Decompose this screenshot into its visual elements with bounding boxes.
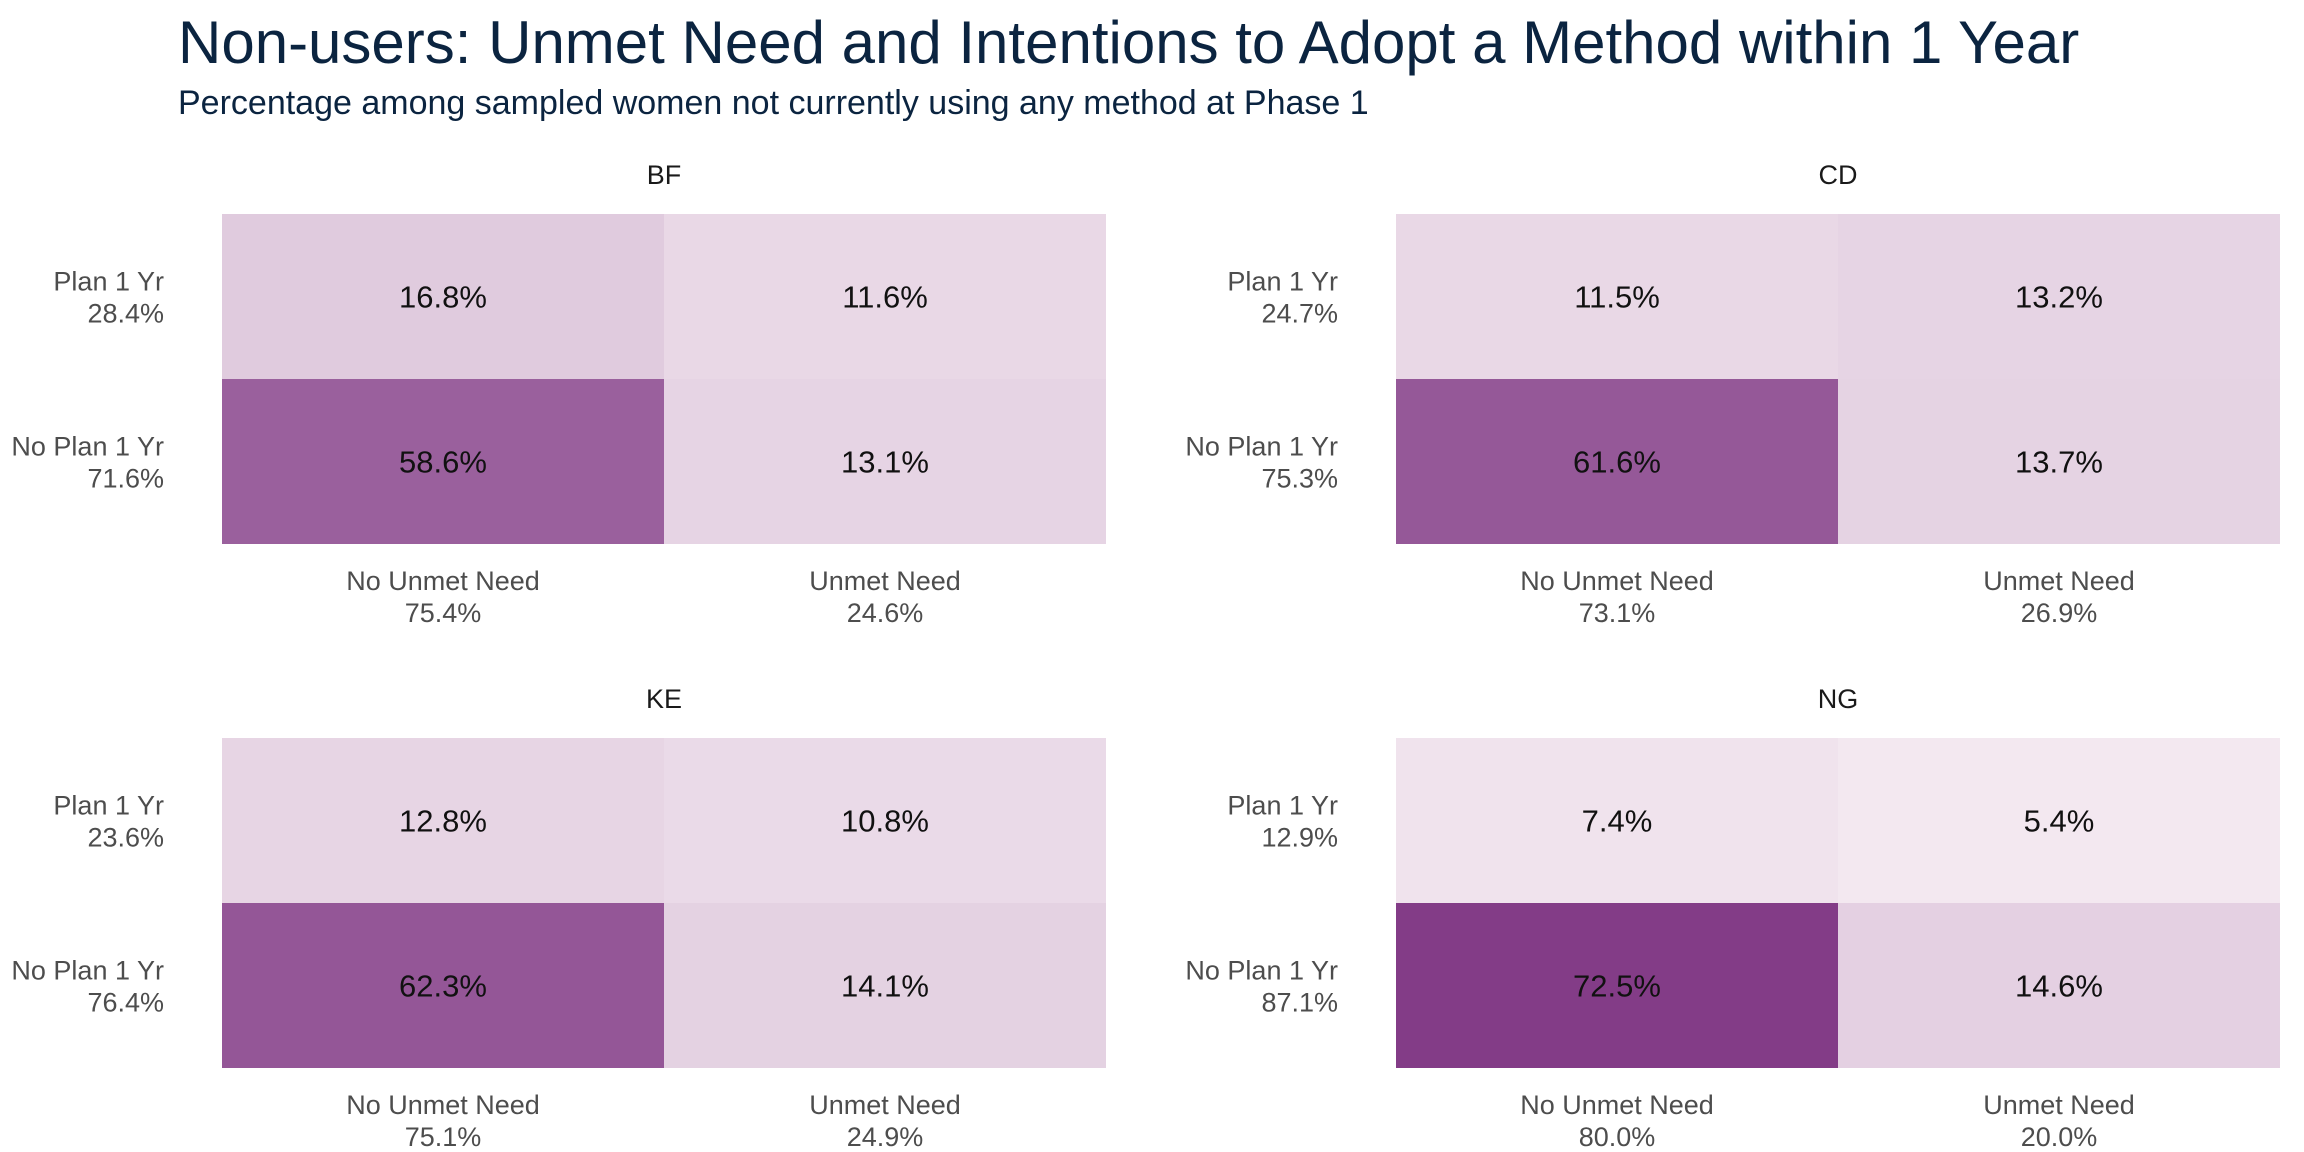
row-total-label: 12.9% bbox=[1261, 823, 1338, 853]
column-total-label: 24.9% bbox=[847, 1122, 924, 1152]
heatmap-cell bbox=[222, 379, 664, 544]
column-label: Unmet Need bbox=[1983, 566, 2135, 596]
cell-value-label: 61.6% bbox=[1573, 445, 1661, 480]
heatmap-cell bbox=[222, 738, 664, 903]
cell-value-label: 14.1% bbox=[841, 969, 929, 1004]
column-total-label: 20.0% bbox=[2021, 1122, 2098, 1152]
panel-title-ng: NG bbox=[1818, 684, 1859, 714]
chart-title: Non-users: Unmet Need and Intentions to … bbox=[178, 9, 2080, 76]
cell-value-label: 12.8% bbox=[399, 804, 487, 839]
cell-value-label: 72.5% bbox=[1573, 969, 1661, 1004]
column-label: Unmet Need bbox=[1983, 1090, 2135, 1120]
column-total-label: 26.9% bbox=[2021, 598, 2098, 628]
heatmap-cell bbox=[664, 738, 1106, 903]
heatmap-cell bbox=[1838, 903, 2280, 1068]
cell-value-label: 13.1% bbox=[841, 445, 929, 480]
heatmap-cell bbox=[222, 214, 664, 379]
row-total-label: 75.3% bbox=[1261, 464, 1338, 494]
heatmap-cell bbox=[1396, 738, 1838, 903]
column-label: No Unmet Need bbox=[1520, 1090, 1714, 1120]
heatmap-cell bbox=[1396, 903, 1838, 1068]
heatmap-cell bbox=[1838, 738, 2280, 903]
heatmap-cell bbox=[1838, 379, 2280, 544]
column-total-label: 75.1% bbox=[405, 1122, 482, 1152]
heatmap-cell bbox=[1396, 379, 1838, 544]
column-label: No Unmet Need bbox=[346, 1090, 540, 1120]
row-label: No Plan 1 Yr bbox=[11, 432, 164, 462]
heatmap-cell bbox=[1838, 214, 2280, 379]
column-total-label: 24.6% bbox=[847, 598, 924, 628]
heatmap-cell bbox=[664, 214, 1106, 379]
cell-value-label: 13.2% bbox=[2015, 280, 2103, 315]
cell-value-label: 16.8% bbox=[399, 280, 487, 315]
row-total-label: 28.4% bbox=[87, 299, 164, 329]
panel-title-ke: KE bbox=[646, 684, 682, 714]
heatmap-cell bbox=[1396, 214, 1838, 379]
row-total-label: 76.4% bbox=[87, 988, 164, 1018]
row-label: No Plan 1 Yr bbox=[1185, 956, 1338, 986]
row-label: No Plan 1 Yr bbox=[1185, 432, 1338, 462]
row-label: Plan 1 Yr bbox=[53, 267, 164, 297]
cell-value-label: 11.5% bbox=[1574, 280, 1660, 315]
row-label: Plan 1 Yr bbox=[53, 791, 164, 821]
cell-value-label: 11.6% bbox=[842, 280, 928, 315]
cell-value-label: 13.7% bbox=[2015, 445, 2103, 480]
heatmap-cell bbox=[664, 379, 1106, 544]
cell-value-label: 58.6% bbox=[399, 445, 487, 480]
panel-title-bf: BF bbox=[647, 160, 682, 190]
column-total-label: 80.0% bbox=[1579, 1122, 1656, 1152]
row-total-label: 71.6% bbox=[87, 464, 164, 494]
chart-subtitle: Percentage among sampled women not curre… bbox=[178, 84, 1369, 122]
column-label: Unmet Need bbox=[809, 566, 961, 596]
cell-value-label: 5.4% bbox=[2024, 804, 2095, 839]
row-total-label: 24.7% bbox=[1261, 299, 1338, 329]
row-label: Plan 1 Yr bbox=[1227, 791, 1338, 821]
row-label: No Plan 1 Yr bbox=[11, 956, 164, 986]
cell-value-label: 14.6% bbox=[2015, 969, 2103, 1004]
cell-value-label: 10.8% bbox=[841, 804, 929, 839]
panel-title-cd: CD bbox=[1819, 160, 1858, 190]
heatmap-cell bbox=[664, 903, 1106, 1068]
column-total-label: 73.1% bbox=[1579, 598, 1656, 628]
row-total-label: 23.6% bbox=[87, 823, 164, 853]
cell-value-label: 7.4% bbox=[1582, 804, 1653, 839]
column-total-label: 75.4% bbox=[405, 598, 482, 628]
column-label: No Unmet Need bbox=[1520, 566, 1714, 596]
row-total-label: 87.1% bbox=[1261, 988, 1338, 1018]
column-label: No Unmet Need bbox=[346, 566, 540, 596]
row-label: Plan 1 Yr bbox=[1227, 267, 1338, 297]
column-label: Unmet Need bbox=[809, 1090, 961, 1120]
cell-value-label: 62.3% bbox=[399, 969, 487, 1004]
heatmap-cell bbox=[222, 903, 664, 1068]
